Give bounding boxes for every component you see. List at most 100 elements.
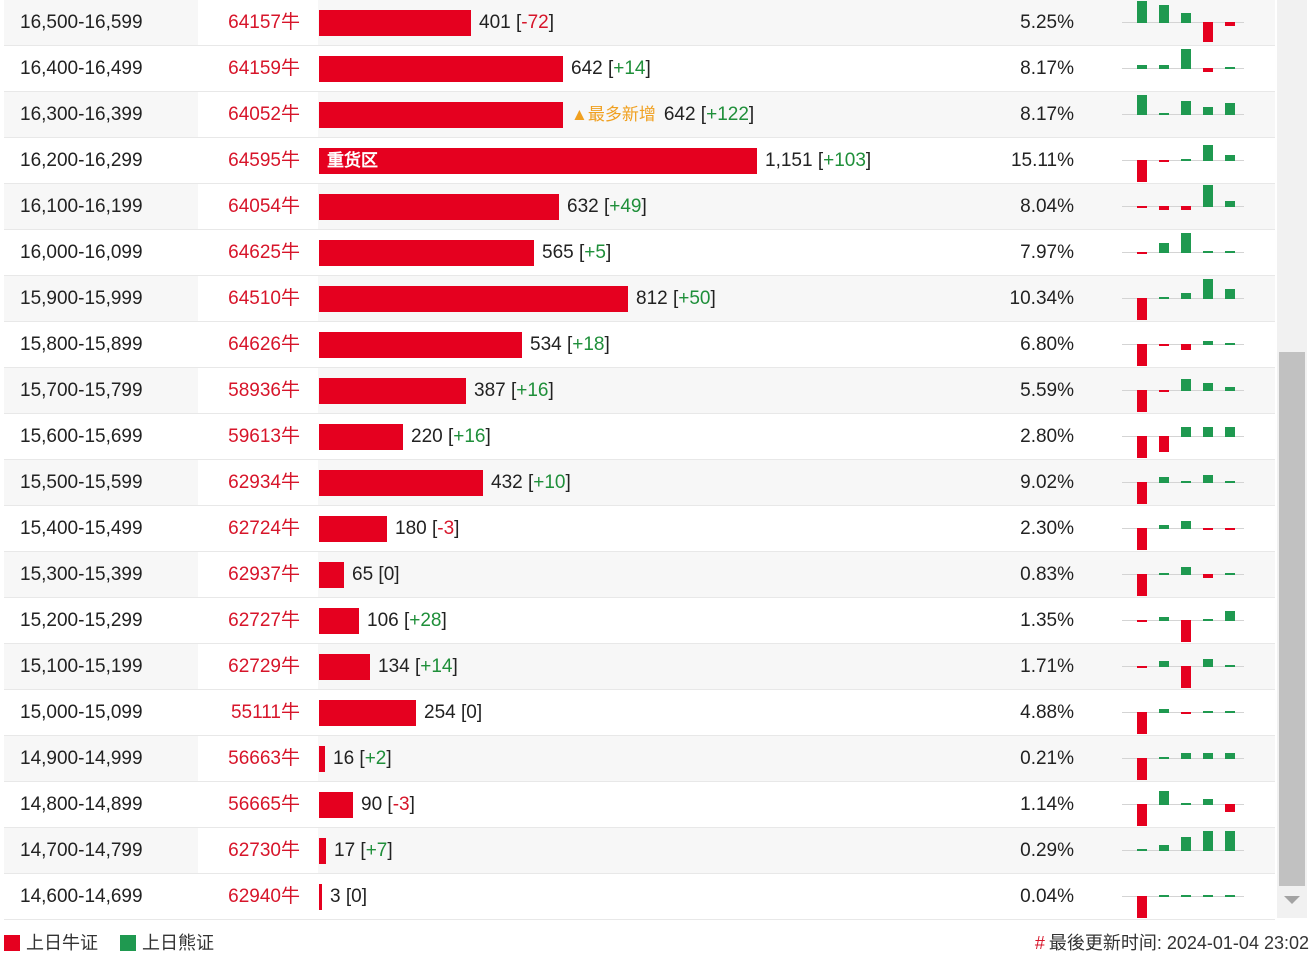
warrant-code-link[interactable]: 64510	[228, 276, 300, 321]
table-row[interactable]: 14,800-14,899 56665 90 [-3] 1.14%	[4, 782, 1275, 828]
trend-bar	[1225, 831, 1235, 851]
warrant-code-link[interactable]: 64054	[228, 184, 300, 229]
trend-bar	[1181, 344, 1191, 350]
warrant-code-link[interactable]: 59613	[228, 414, 300, 459]
trend-bar	[1137, 206, 1147, 208]
bar-value: 432 [+10]	[491, 472, 571, 493]
trend-bar	[1181, 895, 1191, 897]
table-row[interactable]: 14,700-14,799 62730 17 [+7] 0.29%	[4, 828, 1275, 874]
table-row[interactable]: 16,400-16,499 64159 642 [+14] 8.17%	[4, 46, 1275, 92]
outstanding-value: 254	[424, 702, 456, 723]
trend-bar	[1181, 159, 1191, 161]
code-cell: 62729	[198, 644, 318, 689]
bar-value: 642 [+14]	[571, 58, 651, 79]
warrant-code-link[interactable]: 62940	[228, 874, 300, 919]
trend-bar	[1225, 251, 1235, 253]
table-row[interactable]: 15,000-15,099 55111 254 [0] 4.88%	[4, 690, 1275, 736]
code-cell: 64054	[198, 184, 318, 229]
mini-trend-chart	[1122, 276, 1244, 321]
table-row[interactable]: 16,500-16,599 64157 401 [-72] 5.25%	[4, 0, 1275, 46]
table-row[interactable]: 14,900-14,999 56663 16 [+2] 0.21%	[4, 736, 1275, 782]
table-row[interactable]: 15,700-15,799 58936 387 [+16] 5.59%	[4, 368, 1275, 414]
percent-share: 2.80%	[1020, 426, 1074, 447]
warrant-code-link[interactable]: 64595	[228, 138, 300, 183]
trend-bar	[1225, 711, 1235, 713]
trend-bar	[1225, 103, 1235, 115]
change-value: +16	[453, 426, 486, 447]
warrant-code-link[interactable]: 64159	[228, 46, 300, 91]
trend-bar	[1203, 68, 1213, 72]
scroll-down-arrow-icon[interactable]	[1284, 896, 1300, 904]
table-row[interactable]: 15,300-15,399 62937 65 [0] 0.83%	[4, 552, 1275, 598]
volume-bar	[319, 240, 534, 266]
scrollbar-thumb[interactable]	[1279, 352, 1305, 886]
strike-range: 15,600-15,699	[20, 426, 143, 447]
warrant-code-link[interactable]: 64626	[228, 322, 300, 367]
footer: 上日牛证 上日熊证 # 最後更新时间: 2024-01-04 23:02	[0, 928, 1313, 958]
warrant-code-link[interactable]: 58936	[228, 368, 300, 413]
code-cell: 64626	[198, 322, 318, 367]
mini-trend-chart	[1122, 874, 1244, 919]
table-row[interactable]: 15,100-15,199 62729 134 [+14] 1.71%	[4, 644, 1275, 690]
trend-bar	[1159, 206, 1169, 210]
table-row[interactable]: 16,000-16,099 64625 565 [+5] 7.97%	[4, 230, 1275, 276]
table-row[interactable]: 15,900-15,999 64510 812 [+50] 10.34%	[4, 276, 1275, 322]
mini-trend-chart	[1122, 644, 1244, 689]
warrant-code-link[interactable]: 56663	[228, 736, 300, 781]
code-cell: 55111	[198, 690, 318, 735]
table-row[interactable]: 16,100-16,199 64054 632 [+49] 8.04%	[4, 184, 1275, 230]
outstanding-value: 16	[333, 748, 355, 769]
volume-bar	[319, 654, 370, 680]
warrant-code-link[interactable]: 62729	[228, 644, 300, 689]
trend-bar	[1181, 13, 1191, 23]
trend-bar	[1225, 201, 1235, 207]
trend-bar	[1203, 22, 1213, 42]
table-row[interactable]: 16,200-16,299 64595 重货区 1,151 [+103] 15.11%	[4, 138, 1275, 184]
change-value: +10	[533, 472, 566, 493]
bar-value: 134 [+14]	[378, 656, 458, 677]
trend-bar	[1203, 107, 1213, 115]
table-row[interactable]: 14,600-14,699 62940 3 [0] 0.04%	[4, 874, 1275, 920]
warrant-code-link[interactable]: 64625	[228, 230, 300, 275]
strike-range: 15,300-15,399	[20, 564, 143, 585]
volume-bar	[319, 562, 344, 588]
bar-value: 534 [+18]	[530, 334, 610, 355]
table-row[interactable]: 15,600-15,699 59613 220 [+16] 2.80%	[4, 414, 1275, 460]
warrant-code-link[interactable]: 64157	[228, 0, 300, 45]
trend-bar	[1159, 845, 1169, 851]
warrant-code-link[interactable]: 55111	[231, 690, 300, 735]
change-value: +103	[823, 150, 866, 171]
warrant-code-link[interactable]: 62934	[228, 460, 300, 505]
strike-range: 15,700-15,799	[20, 380, 143, 401]
table-row[interactable]: 15,200-15,299 62727 106 [+28] 1.35%	[4, 598, 1275, 644]
change-value: +50	[678, 288, 711, 309]
outstanding-value: 134	[378, 656, 410, 677]
table-row[interactable]: 15,500-15,599 62934 432 [+10] 9.02%	[4, 460, 1275, 506]
trend-bar	[1181, 620, 1191, 642]
strike-range: 16,300-16,399	[20, 104, 143, 125]
trend-bar	[1159, 573, 1169, 575]
code-cell: 64159	[198, 46, 318, 91]
trend-bar	[1203, 895, 1213, 897]
volume-bar	[319, 56, 563, 82]
warrant-code-link[interactable]: 56665	[228, 782, 300, 827]
table-row[interactable]: 15,400-15,499 62724 180 [-3] 2.30%	[4, 506, 1275, 552]
bar-value: ▲最多新增 642 [+122]	[571, 104, 755, 125]
mini-trend-chart	[1122, 598, 1244, 643]
mini-trend-chart	[1122, 460, 1244, 505]
trend-bar	[1225, 665, 1235, 667]
table-row[interactable]: 15,800-15,899 64626 534 [+18] 6.80%	[4, 322, 1275, 368]
warrant-code-link[interactable]: 62730	[228, 828, 300, 873]
warrant-code-link[interactable]: 64052	[228, 92, 300, 137]
trend-bar	[1225, 481, 1235, 483]
outstanding-value: 3	[330, 886, 341, 907]
code-cell: 62730	[198, 828, 318, 873]
percent-share: 8.17%	[1020, 104, 1074, 125]
warrant-code-link[interactable]: 62724	[228, 506, 300, 551]
warrant-code-link[interactable]: 62937	[228, 552, 300, 597]
warrant-code-link[interactable]: 62727	[228, 598, 300, 643]
outstanding-value: 534	[530, 334, 562, 355]
trend-bar	[1203, 528, 1213, 530]
trend-bar	[1137, 528, 1147, 550]
